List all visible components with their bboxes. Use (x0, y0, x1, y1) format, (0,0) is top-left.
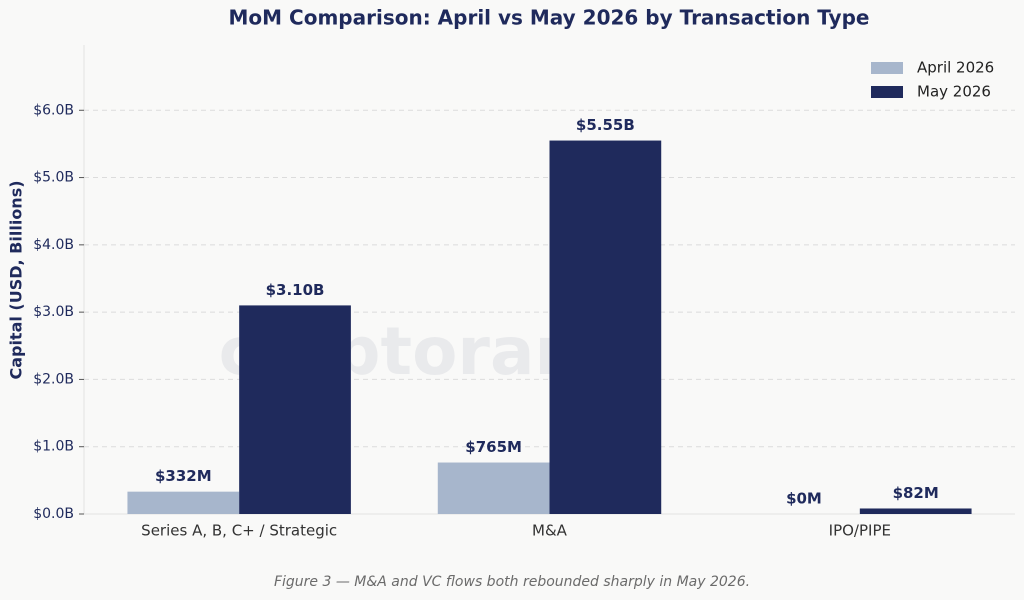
y-tick-label: $5.0B (33, 170, 74, 186)
y-tick-label: $0.0B (33, 506, 74, 522)
value-label: $0M (786, 490, 822, 508)
x-tick-label: M&A (532, 522, 568, 540)
caption: Figure 3 — M&A and VC flows both rebound… (274, 574, 750, 590)
bar (239, 305, 351, 514)
bar (437, 462, 550, 514)
value-label: $3.10B (266, 281, 325, 299)
value-label: $765M (465, 438, 522, 456)
legend-swatch (871, 62, 903, 74)
bar (127, 491, 240, 514)
bar (549, 140, 662, 514)
value-label: $82M (893, 484, 939, 502)
value-label: $332M (155, 467, 212, 485)
y-tick-label: $4.0B (33, 237, 74, 253)
y-tick-label: $3.0B (33, 304, 74, 320)
legend-swatch (871, 86, 903, 98)
bar (859, 508, 972, 514)
y-axis-label: Capital (USD, Billions) (7, 180, 26, 379)
x-tick-label: IPO/PIPE (829, 522, 891, 540)
y-tick-label: $6.0B (33, 102, 74, 118)
y-tick-label: $1.0B (33, 439, 74, 455)
x-tick-label: Series A, B, C+ / Strategic (141, 522, 337, 540)
value-label: $5.55B (576, 116, 635, 134)
legend-label: April 2026 (917, 59, 994, 77)
legend-label: May 2026 (917, 83, 991, 101)
chart-title: MoM Comparison: April vs May 2026 by Tra… (229, 6, 870, 30)
y-tick-label: $2.0B (33, 371, 74, 387)
